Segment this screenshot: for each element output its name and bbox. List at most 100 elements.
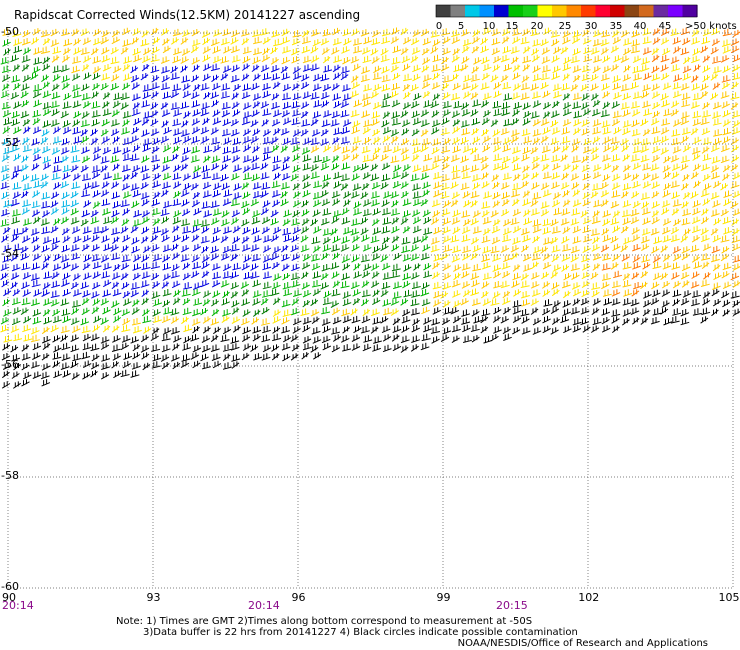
wind-barb xyxy=(252,56,261,65)
wind-barb xyxy=(291,263,300,272)
legend-tick-label: >50 knots xyxy=(685,21,737,32)
wind-barb xyxy=(411,128,420,137)
wind-barb xyxy=(432,39,441,47)
wind-barb xyxy=(521,299,531,307)
wind-barb xyxy=(711,56,722,64)
wind-barb xyxy=(341,46,350,54)
time-label: 20:14 xyxy=(2,599,34,612)
wind-barb xyxy=(381,173,391,182)
wind-barb xyxy=(672,246,682,254)
wind-barb xyxy=(31,236,40,244)
wind-barb xyxy=(382,145,392,153)
wind-barb xyxy=(390,155,400,164)
wind-barb xyxy=(331,155,340,163)
wind-barb xyxy=(482,110,491,118)
legend-swatch xyxy=(552,5,568,17)
wind-barb xyxy=(532,235,540,244)
wind-barb xyxy=(83,72,92,80)
wind-barb xyxy=(443,307,453,315)
wind-barb xyxy=(83,254,92,263)
wind-barb xyxy=(711,156,721,164)
wind-barb xyxy=(21,83,30,91)
wind-barb xyxy=(122,291,131,299)
wind-barb xyxy=(210,334,219,343)
wind-barb xyxy=(320,129,329,137)
notes-block: Note: 1) Times are GMT 2)Times along bot… xyxy=(116,616,578,638)
wind-barb xyxy=(250,136,259,144)
wind-barb xyxy=(241,37,250,46)
wind-barb xyxy=(290,244,300,253)
legend-swatch xyxy=(682,5,698,17)
wind-barb xyxy=(441,208,451,216)
wind-barb xyxy=(602,218,611,227)
wind-barb xyxy=(173,164,182,173)
wind-barb xyxy=(2,110,12,118)
wind-barb xyxy=(471,174,481,182)
wind-barb xyxy=(591,282,601,290)
wind-barb xyxy=(323,290,332,299)
wind-barb xyxy=(81,83,90,92)
legend-swatch xyxy=(450,5,466,17)
wind-barb xyxy=(182,307,192,316)
wind-barb xyxy=(60,255,70,263)
wind-barb xyxy=(601,325,611,333)
wind-barb xyxy=(200,126,210,135)
wind-barb xyxy=(390,298,400,306)
wind-barb xyxy=(552,264,562,272)
wind-barb xyxy=(732,208,740,217)
wind-barb xyxy=(332,316,342,325)
wind-barb xyxy=(623,289,633,297)
wind-barb xyxy=(181,75,191,83)
wind-barb xyxy=(330,300,340,308)
wind-barb xyxy=(171,263,180,272)
wind-barb xyxy=(631,317,640,325)
wind-barb xyxy=(590,146,599,155)
wind-barb xyxy=(433,181,442,190)
wind-barb xyxy=(230,271,240,279)
wind-barb xyxy=(602,65,612,74)
wind-barb xyxy=(363,137,372,145)
wind-barb xyxy=(1,235,9,243)
wind-barb xyxy=(691,83,701,91)
wind-barb xyxy=(720,183,729,191)
wind-barb xyxy=(423,324,432,333)
wind-barb xyxy=(121,282,130,290)
wind-barb xyxy=(32,371,42,379)
wind-barb xyxy=(500,245,510,253)
wind-barb xyxy=(601,154,611,162)
wind-barb xyxy=(561,145,570,153)
wind-barb xyxy=(52,65,62,73)
wind-barb xyxy=(243,272,253,280)
wind-barb xyxy=(581,271,591,280)
wind-barb xyxy=(571,36,581,45)
wind-barb xyxy=(191,146,201,154)
legend-tick-label: 10 xyxy=(483,21,496,32)
wind-barb xyxy=(650,228,660,236)
wind-barb xyxy=(80,129,89,137)
wind-barb xyxy=(253,235,262,243)
wind-barb xyxy=(272,326,281,334)
wind-barb xyxy=(300,308,310,316)
wind-barb xyxy=(281,28,290,37)
wind-barb xyxy=(420,289,430,297)
wind-barb xyxy=(370,173,380,182)
wind-barb xyxy=(381,74,391,83)
wind-barb xyxy=(50,244,59,252)
wind-barb xyxy=(670,28,680,36)
wind-barb xyxy=(731,127,740,135)
wind-barb xyxy=(530,272,540,280)
wind-barb xyxy=(672,280,681,289)
wind-barb xyxy=(140,345,150,353)
wind-barb xyxy=(521,154,530,162)
wind-barb xyxy=(542,281,550,289)
wind-barb xyxy=(450,199,459,207)
wind-barb xyxy=(693,180,701,189)
wind-barb xyxy=(671,137,681,146)
wind-barb xyxy=(493,108,503,117)
wind-barb xyxy=(272,273,282,281)
wind-barb xyxy=(701,208,709,216)
wind-barb xyxy=(410,298,420,307)
wind-barb xyxy=(322,228,332,236)
wind-barb xyxy=(50,299,60,307)
wind-barb xyxy=(270,57,279,65)
